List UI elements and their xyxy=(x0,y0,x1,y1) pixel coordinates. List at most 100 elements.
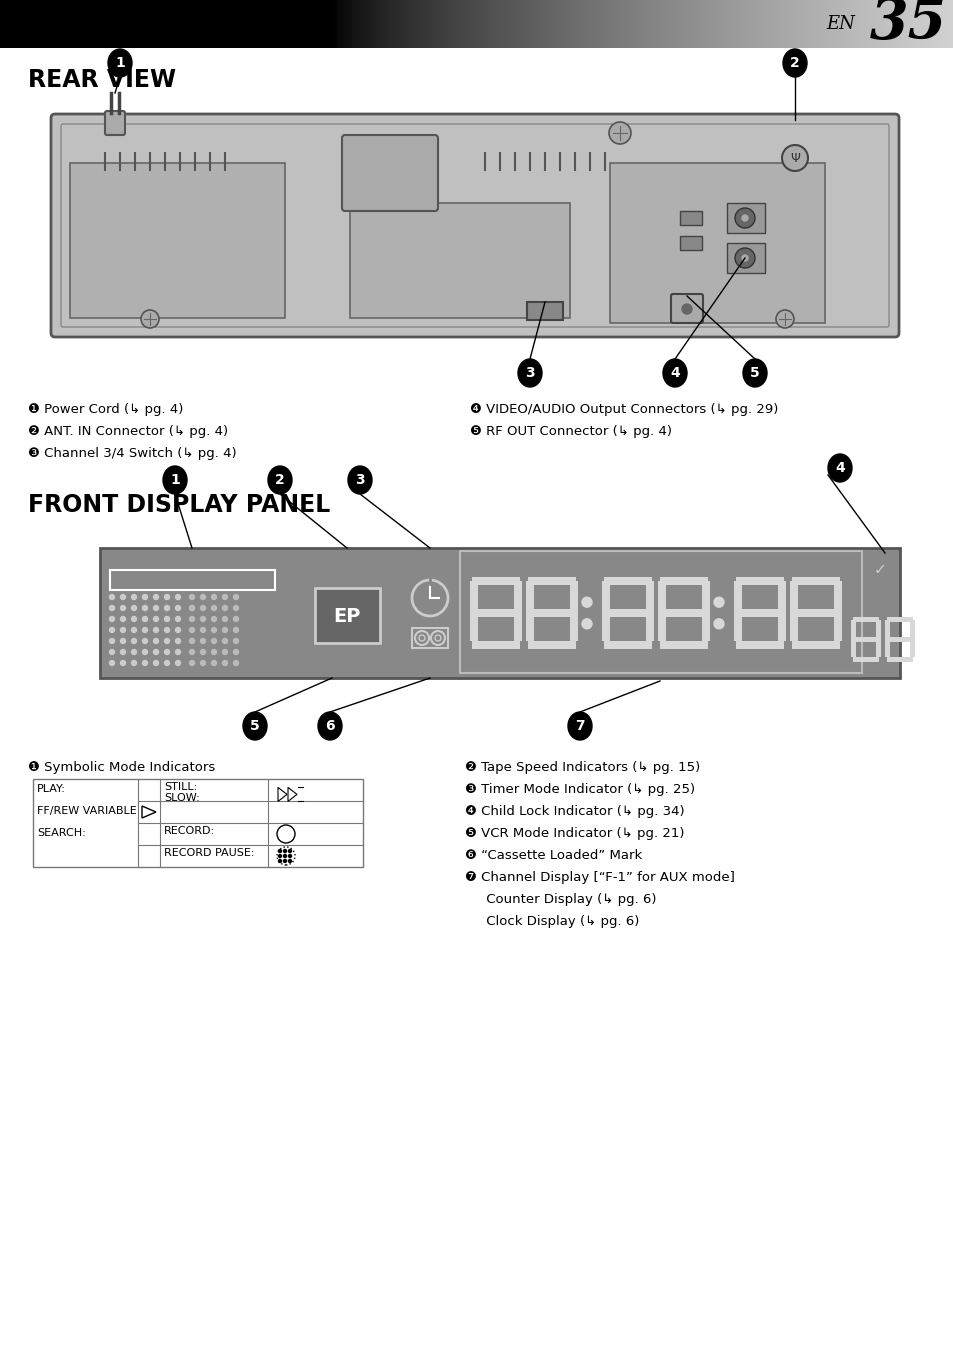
Text: ❼ Channel Display [“F-1” for AUX mode]: ❼ Channel Display [“F-1” for AUX mode] xyxy=(464,871,734,884)
Circle shape xyxy=(153,638,158,643)
Circle shape xyxy=(581,619,592,629)
Ellipse shape xyxy=(348,465,372,494)
Bar xyxy=(609,163,824,322)
Circle shape xyxy=(153,616,158,622)
Ellipse shape xyxy=(163,465,187,494)
Circle shape xyxy=(713,619,723,629)
Circle shape xyxy=(200,606,205,611)
Bar xyxy=(659,641,707,649)
Ellipse shape xyxy=(567,712,592,741)
Circle shape xyxy=(200,595,205,599)
Text: ❹ VIDEO/AUDIO Output Connectors (↳ pg. 29): ❹ VIDEO/AUDIO Output Connectors (↳ pg. 2… xyxy=(470,403,778,415)
Bar xyxy=(472,577,519,585)
Circle shape xyxy=(164,606,170,611)
Circle shape xyxy=(132,638,136,643)
Circle shape xyxy=(142,627,148,633)
Text: RECORD:: RECORD: xyxy=(164,826,214,836)
Circle shape xyxy=(278,850,281,853)
Bar xyxy=(525,608,534,641)
Text: SLOW:: SLOW: xyxy=(164,793,199,803)
Circle shape xyxy=(110,595,114,599)
Bar xyxy=(645,581,654,612)
Text: ❺ RF OUT Connector (↳ pg. 4): ❺ RF OUT Connector (↳ pg. 4) xyxy=(470,425,671,438)
Circle shape xyxy=(212,606,216,611)
Circle shape xyxy=(120,606,126,611)
Circle shape xyxy=(132,616,136,622)
Circle shape xyxy=(200,627,205,633)
Circle shape xyxy=(120,649,126,654)
Circle shape xyxy=(412,580,448,616)
Circle shape xyxy=(278,854,281,858)
Text: EP: EP xyxy=(333,607,360,626)
Circle shape xyxy=(164,661,170,665)
Text: 4: 4 xyxy=(834,461,844,475)
Ellipse shape xyxy=(268,465,292,494)
Circle shape xyxy=(190,606,194,611)
Text: Clock Display (↳ pg. 6): Clock Display (↳ pg. 6) xyxy=(464,915,639,928)
Bar xyxy=(884,637,889,657)
Circle shape xyxy=(233,649,238,654)
Bar xyxy=(350,202,569,318)
Circle shape xyxy=(120,661,126,665)
Bar xyxy=(603,608,651,616)
Bar xyxy=(470,581,477,612)
Circle shape xyxy=(142,606,148,611)
Circle shape xyxy=(200,649,205,654)
Circle shape xyxy=(418,635,424,641)
Circle shape xyxy=(200,638,205,643)
Bar xyxy=(314,588,379,643)
Bar xyxy=(603,577,651,585)
Circle shape xyxy=(110,627,114,633)
Bar xyxy=(909,621,914,639)
Bar xyxy=(33,778,363,867)
Circle shape xyxy=(175,627,180,633)
Bar xyxy=(527,577,576,585)
Circle shape xyxy=(415,631,429,645)
Circle shape xyxy=(120,616,126,622)
Circle shape xyxy=(288,850,292,853)
Circle shape xyxy=(222,606,227,611)
FancyBboxPatch shape xyxy=(105,111,125,135)
Circle shape xyxy=(741,214,747,221)
Circle shape xyxy=(153,595,158,599)
Circle shape xyxy=(190,638,194,643)
Ellipse shape xyxy=(243,712,267,741)
Bar xyxy=(658,608,665,641)
Circle shape xyxy=(283,854,286,858)
Circle shape xyxy=(175,606,180,611)
Bar xyxy=(886,616,912,622)
Text: PLAY:: PLAY: xyxy=(37,784,66,795)
Circle shape xyxy=(222,661,227,665)
Bar xyxy=(679,210,701,225)
Bar xyxy=(735,577,783,585)
Bar xyxy=(733,581,741,612)
Bar xyxy=(726,243,764,272)
Bar xyxy=(525,581,534,612)
Circle shape xyxy=(132,649,136,654)
Circle shape xyxy=(775,310,793,328)
Text: 2: 2 xyxy=(274,473,285,487)
Bar xyxy=(850,637,855,657)
Text: FF/REW VARIABLE: FF/REW VARIABLE xyxy=(37,805,136,816)
Circle shape xyxy=(142,595,148,599)
Text: REAR VIEW: REAR VIEW xyxy=(28,67,175,92)
Text: 1: 1 xyxy=(115,57,125,70)
Bar xyxy=(569,581,578,612)
Bar xyxy=(884,621,889,639)
Bar xyxy=(726,202,764,233)
Circle shape xyxy=(212,627,216,633)
Bar xyxy=(886,637,912,642)
Bar xyxy=(603,641,651,649)
Text: 3: 3 xyxy=(355,473,364,487)
Bar xyxy=(789,581,797,612)
Circle shape xyxy=(142,616,148,622)
Text: ❶ Symbolic Mode Indicators: ❶ Symbolic Mode Indicators xyxy=(28,761,215,774)
Bar xyxy=(470,608,477,641)
Circle shape xyxy=(164,616,170,622)
Bar xyxy=(852,616,878,622)
Bar xyxy=(833,608,841,641)
Bar xyxy=(459,550,862,673)
Bar xyxy=(909,637,914,657)
FancyBboxPatch shape xyxy=(341,135,437,210)
Text: Counter Display (↳ pg. 6): Counter Display (↳ pg. 6) xyxy=(464,893,656,907)
